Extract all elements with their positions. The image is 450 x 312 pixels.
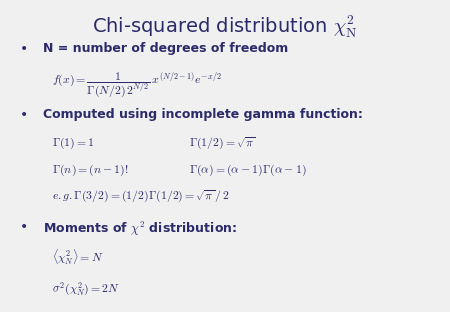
Text: •: • xyxy=(20,108,28,122)
Text: $\sigma^2(\chi^2_N) = 2N$: $\sigma^2(\chi^2_N) = 2N$ xyxy=(52,281,120,298)
Text: •: • xyxy=(20,220,28,234)
Text: $\Gamma(1) = 1$: $\Gamma(1) = 1$ xyxy=(52,136,94,151)
Text: $\langle \chi^2_N \rangle = N$: $\langle \chi^2_N \rangle = N$ xyxy=(52,248,104,267)
Text: N = number of degrees of freedom: N = number of degrees of freedom xyxy=(43,42,288,55)
Text: Chi-squared distribution $\chi^2_{\mathrm{N}}$: Chi-squared distribution $\chi^2_{\mathr… xyxy=(92,14,358,40)
Text: •: • xyxy=(20,42,28,56)
Text: Computed using incomplete gamma function:: Computed using incomplete gamma function… xyxy=(43,108,363,121)
Text: $f(x) = \dfrac{1}{\Gamma(N/2)\,2^{N/2}}\,x^{(N/2-1)}e^{-x/2}$: $f(x) = \dfrac{1}{\Gamma(N/2)\,2^{N/2}}\… xyxy=(52,70,221,99)
Text: $\Gamma(n) = (n-1)!$: $\Gamma(n) = (n-1)!$ xyxy=(52,162,128,178)
Text: $\Gamma(1/2) = \sqrt{\pi}$: $\Gamma(1/2) = \sqrt{\pi}$ xyxy=(189,136,256,151)
Text: $e.g.\Gamma(3/2) = (1/2)\Gamma(1/2) = \sqrt{\pi}\,/\,2$: $e.g.\Gamma(3/2) = (1/2)\Gamma(1/2) = \s… xyxy=(52,189,230,204)
Text: $\Gamma(\alpha) = (\alpha-1)\Gamma(\alpha-1)$: $\Gamma(\alpha) = (\alpha-1)\Gamma(\alph… xyxy=(189,162,306,178)
Text: Moments of $\chi^2$ distribution:: Moments of $\chi^2$ distribution: xyxy=(43,220,237,238)
